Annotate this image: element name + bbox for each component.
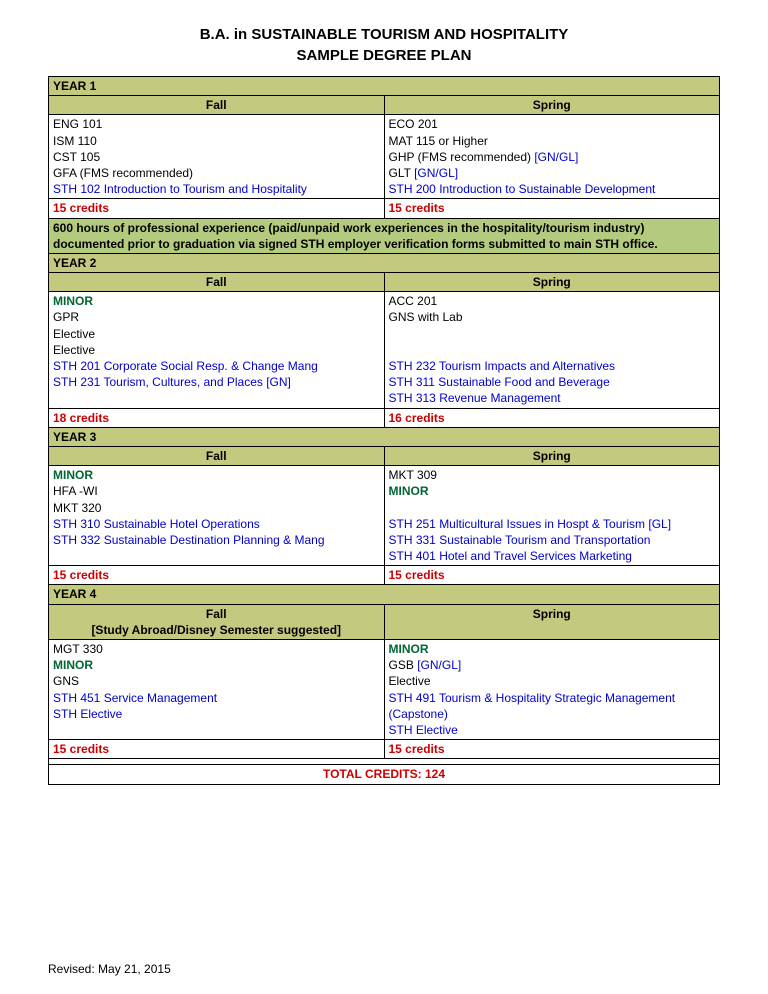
course-line: ISM 110 (53, 133, 380, 149)
course-line: MKT 309 (389, 467, 716, 483)
title-line-1: B.A. in SUSTAINABLE TOURISM AND HOSPITAL… (48, 24, 720, 45)
y4-fall-cell: MGT 330MINORGNSSTH 451 Service Managemen… (49, 640, 385, 740)
y4-fall-credits: 15 credits (49, 740, 385, 759)
course-line: HFA -WI (53, 483, 380, 499)
y1-fall-cell: ENG 101ISM 110CST 105GFA (FMS recommende… (49, 115, 385, 199)
year-4-header: YEAR 4 (49, 585, 720, 604)
course-line: STH 313 Revenue Management (389, 390, 716, 406)
course-line (389, 500, 716, 516)
course-line: STH Elective (389, 722, 716, 738)
total-credits: TOTAL CREDITS: 124 (49, 765, 720, 784)
course-line: STH Elective (53, 706, 380, 722)
y2-fall-credits: 18 credits (49, 408, 385, 427)
experience-note: 600 hours of professional experience (pa… (49, 218, 720, 253)
y1-spring-hdr: Spring (384, 96, 720, 115)
y2-fall-hdr: Fall (49, 273, 385, 292)
y3-spring-credits: 15 credits (384, 566, 720, 585)
year-3-header: YEAR 3 (49, 427, 720, 446)
course-line: GPR (53, 309, 380, 325)
course-line: STH 232 Tourism Impacts and Alternatives (389, 358, 716, 374)
course-line: MINOR (53, 467, 380, 483)
course-line: STH 200 Introduction to Sustainable Deve… (389, 181, 716, 197)
y4-spring-credits: 15 credits (384, 740, 720, 759)
y2-spring-cell: ACC 201GNS with Lab STH 232 Tourism Impa… (384, 292, 720, 408)
course-line: STH 401 Hotel and Travel Services Market… (389, 548, 716, 564)
course-line: STH 102 Introduction to Tourism and Hosp… (53, 181, 380, 197)
course-line (389, 342, 716, 358)
y2-spring-credits: 16 credits (384, 408, 720, 427)
course-line: STH 251 Multicultural Issues in Hospt & … (389, 516, 716, 532)
course-line: MINOR (53, 293, 380, 309)
course-line: ENG 101 (53, 116, 380, 132)
y1-fall-credits: 15 credits (49, 199, 385, 218)
course-line: STH 231 Tourism, Cultures, and Places [G… (53, 374, 380, 390)
course-line: STH 332 Sustainable Destination Planning… (53, 532, 380, 548)
course-line: MINOR (53, 657, 380, 673)
y1-spring-credits: 15 credits (384, 199, 720, 218)
revised-date: Revised: May 21, 2015 (48, 962, 171, 976)
y3-fall-credits: 15 credits (49, 566, 385, 585)
course-line: GNS (53, 673, 380, 689)
course-line: STH 491 Tourism & Hospitality Strategic … (389, 690, 716, 722)
page-title: B.A. in SUSTAINABLE TOURISM AND HOSPITAL… (48, 24, 720, 66)
y2-spring-hdr: Spring (384, 273, 720, 292)
course-line: STH 311 Sustainable Food and Beverage (389, 374, 716, 390)
course-line: Elective (53, 342, 380, 358)
y1-spring-cell: ECO 201MAT 115 or HigherGHP (FMS recomme… (384, 115, 720, 199)
course-line (389, 326, 716, 342)
course-line: Elective (53, 326, 380, 342)
course-line: STH 331 Sustainable Tourism and Transpor… (389, 532, 716, 548)
course-line: MINOR (389, 483, 716, 499)
course-line: CST 105 (53, 149, 380, 165)
y3-spring-cell: MKT 309MINOR STH 251 Multicultural Issue… (384, 466, 720, 566)
year-2-header: YEAR 2 (49, 253, 720, 272)
course-line: GFA (FMS recommended) (53, 165, 380, 181)
course-line: ACC 201 (389, 293, 716, 309)
y3-fall-cell: MINORHFA -WIMKT 320STH 310 Sustainable H… (49, 466, 385, 566)
course-line: MINOR (389, 641, 716, 657)
course-line: GHP (FMS recommended) [GN/GL] (389, 149, 716, 165)
year-1-header: YEAR 1 (49, 77, 720, 96)
course-line: GNS with Lab (389, 309, 716, 325)
course-line: GSB [GN/GL] (389, 657, 716, 673)
y4-fall-hdr: Fall [Study Abroad/Disney Semester sugge… (49, 604, 385, 639)
course-line: ECO 201 (389, 116, 716, 132)
course-line: STH 201 Corporate Social Resp. & Change … (53, 358, 380, 374)
course-line: MGT 330 (53, 641, 380, 657)
y4-fall-note: [Study Abroad/Disney Semester suggested] (53, 622, 380, 638)
course-line: Elective (389, 673, 716, 689)
course-line: MKT 320 (53, 500, 380, 516)
y1-fall-hdr: Fall (49, 96, 385, 115)
y4-fall-label: Fall (53, 606, 380, 622)
degree-plan-table: YEAR 1 Fall Spring ENG 101ISM 110CST 105… (48, 76, 720, 785)
course-line: MAT 115 or Higher (389, 133, 716, 149)
course-line: STH 451 Service Management (53, 690, 380, 706)
title-line-2: SAMPLE DEGREE PLAN (48, 45, 720, 66)
y4-spring-hdr: Spring (384, 604, 720, 639)
y3-fall-hdr: Fall (49, 446, 385, 465)
y4-spring-cell: MINORGSB [GN/GL]ElectiveSTH 491 Tourism … (384, 640, 720, 740)
y2-fall-cell: MINORGPRElectiveElectiveSTH 201 Corporat… (49, 292, 385, 408)
course-line: GLT [GN/GL] (389, 165, 716, 181)
course-line: STH 310 Sustainable Hotel Operations (53, 516, 380, 532)
y3-spring-hdr: Spring (384, 446, 720, 465)
